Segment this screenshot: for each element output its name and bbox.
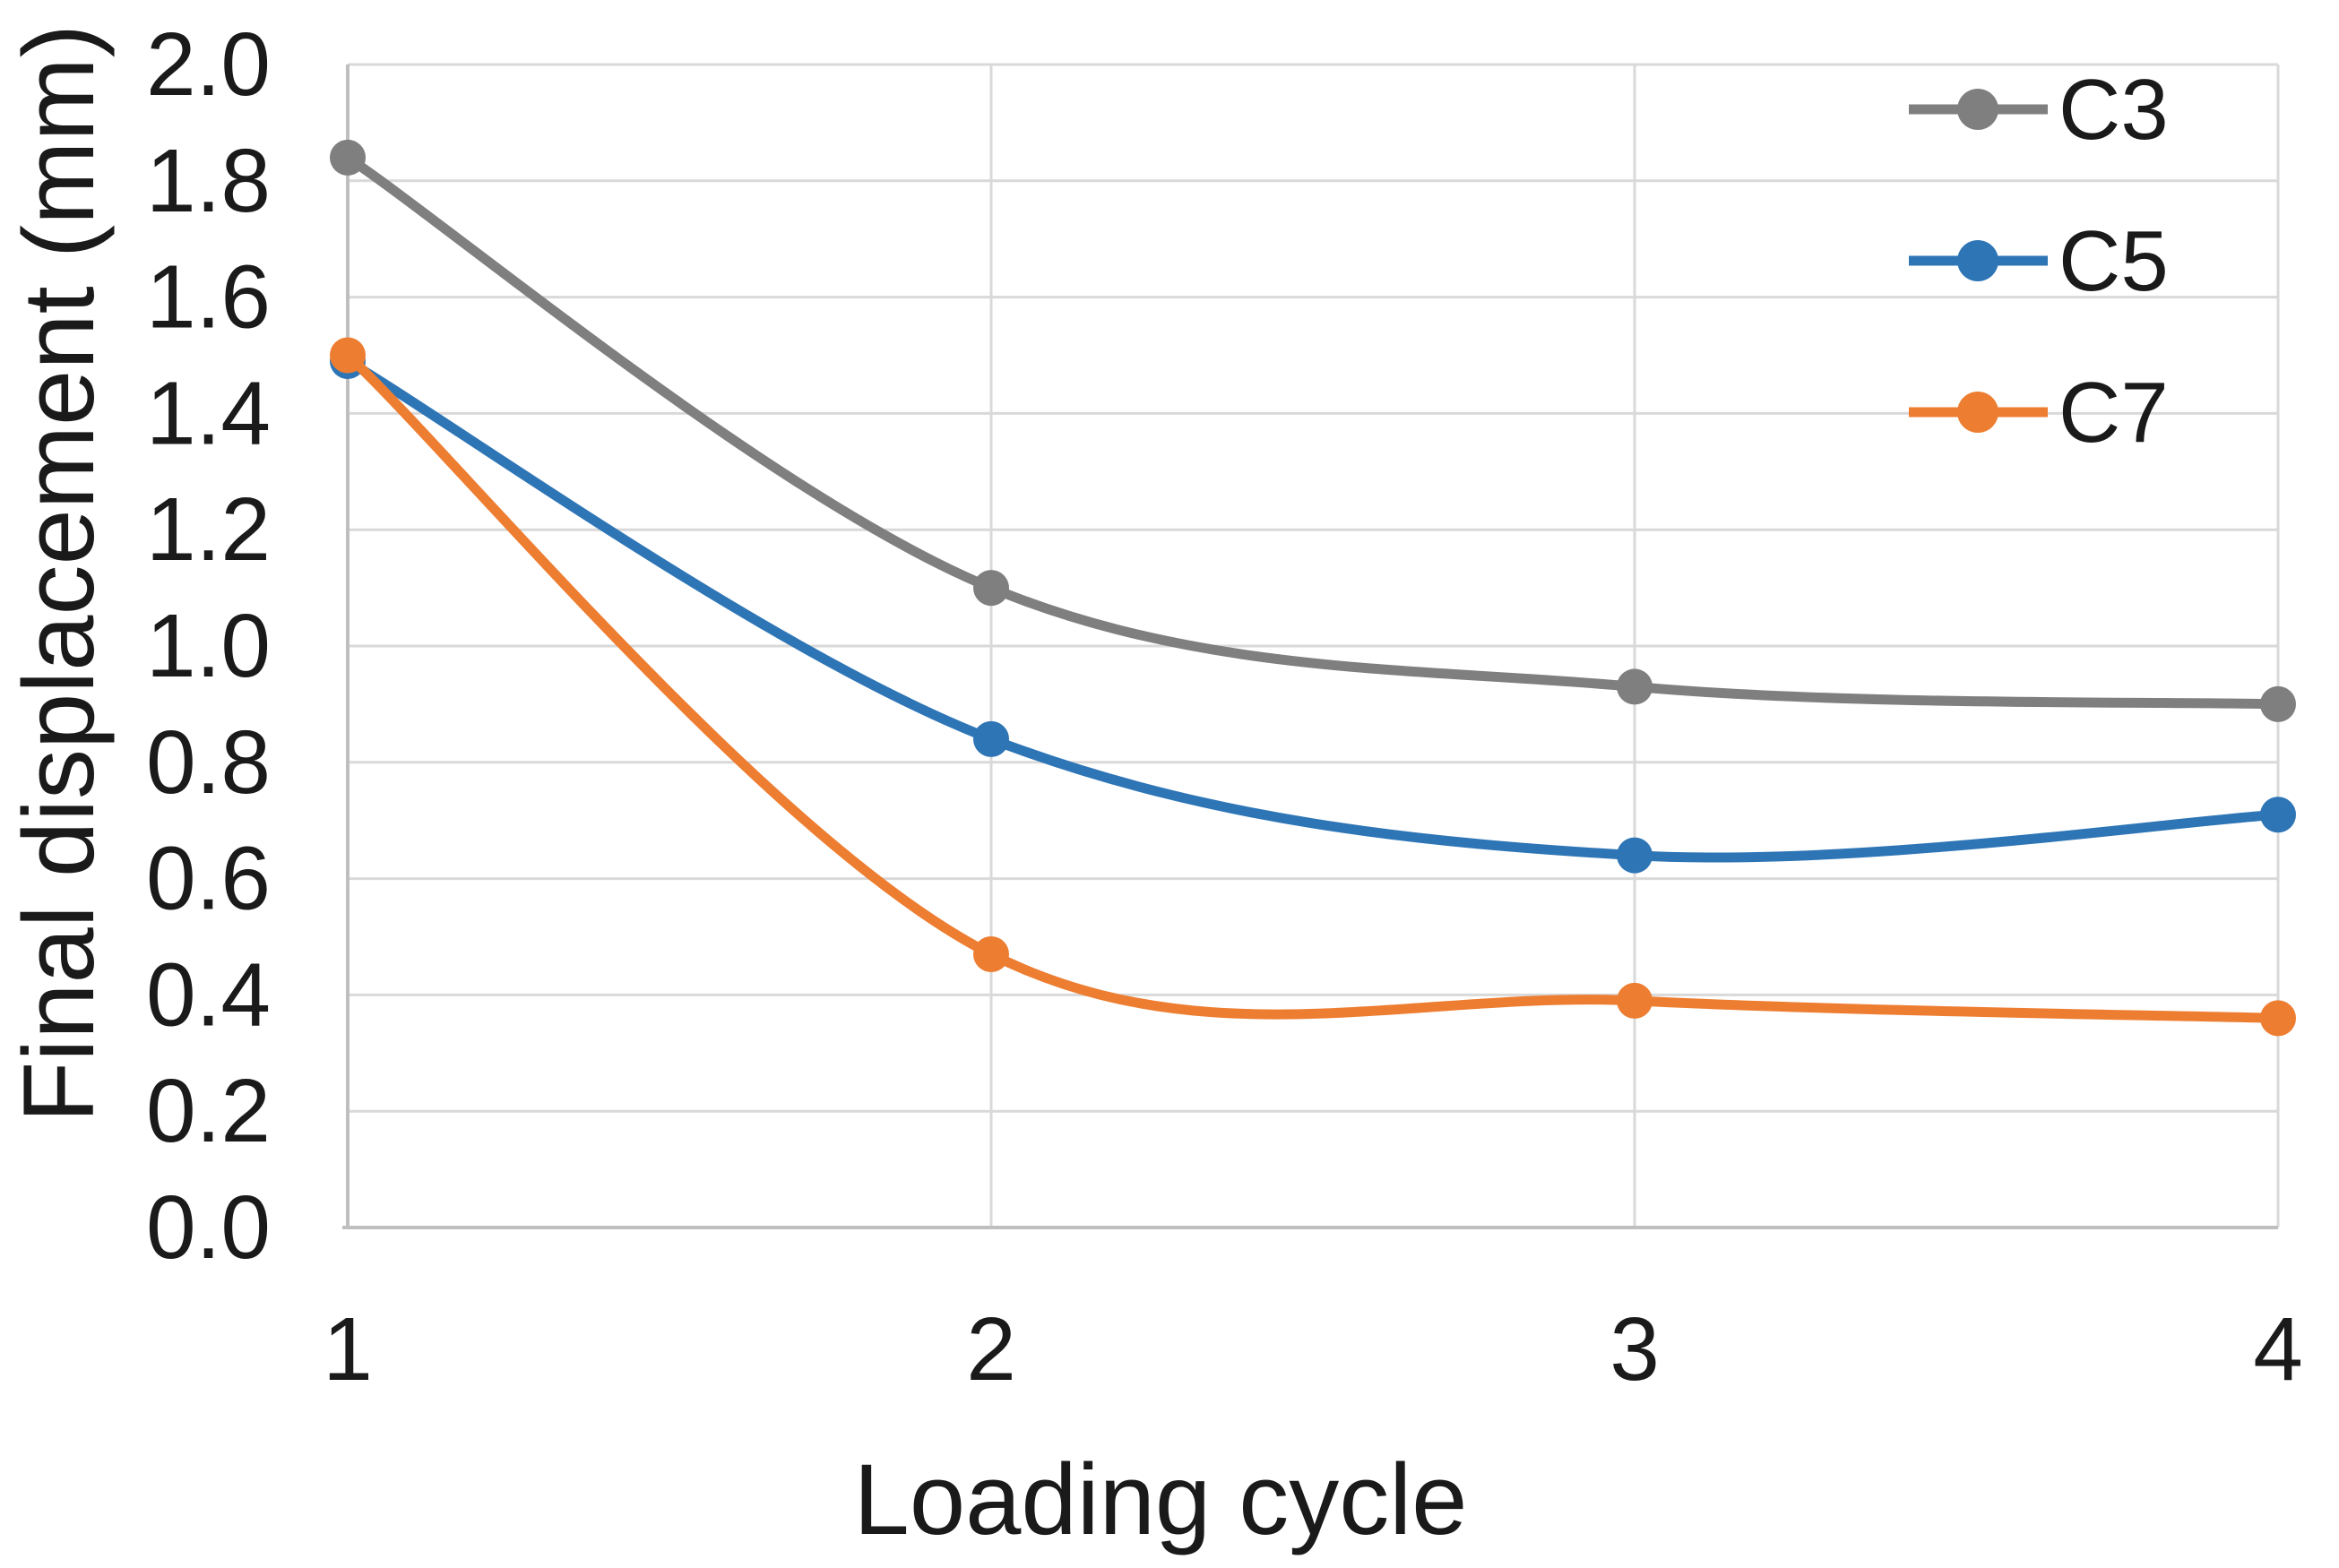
- legend-label-C5: C5: [2058, 213, 2169, 309]
- data-point-C3: [1617, 668, 1653, 705]
- y-tick-label: 0.8: [146, 712, 271, 813]
- y-tick-label: 2.0: [146, 14, 271, 115]
- data-point-C3: [2260, 685, 2296, 722]
- series-C5: [330, 342, 2296, 874]
- y-tick-label: 1.2: [146, 479, 271, 580]
- series-line-C7: [342, 350, 2283, 1023]
- data-point-C7: [1617, 982, 1653, 1019]
- data-point-C7: [330, 337, 366, 374]
- y-tick-label: 1.8: [146, 131, 271, 231]
- y-tick-label: 0.4: [146, 944, 271, 1045]
- x-tick-label: 1: [323, 1299, 373, 1400]
- legend-item-C5: C5: [1909, 213, 2169, 309]
- series-C3: [330, 139, 2296, 722]
- x-tick-label: 4: [2253, 1299, 2303, 1400]
- data-point-C5: [1617, 837, 1653, 874]
- legend-marker-C3: [1957, 89, 1998, 130]
- legend-item-C3: C3: [1909, 62, 2169, 158]
- legend-marker-C7: [1957, 392, 1998, 433]
- series-line-C5: [342, 356, 2283, 863]
- data-series: [330, 139, 2296, 1037]
- x-tick-label: 3: [1610, 1299, 1660, 1400]
- y-tick-label: 1.4: [146, 363, 271, 463]
- y-tick-label: 0.6: [146, 829, 271, 929]
- y-axis-title: Final displacement (mm): [3, 24, 115, 1123]
- y-tick-label: 1.6: [146, 247, 271, 348]
- y-tick-label: 0.0: [146, 1177, 271, 1278]
- data-point-C3: [973, 570, 1009, 607]
- x-axis-title: Loading cycle: [854, 1443, 1468, 1555]
- series-C7: [330, 337, 2296, 1037]
- legend-marker-C5: [1957, 240, 1998, 281]
- gridlines: [348, 63, 2280, 1228]
- data-point-C7: [973, 935, 1009, 972]
- y-tick-labels: 0.0 0.2 0.4 0.6 0.8 1.0 1.2 1.4 1.6 1.8 2.0: [146, 14, 271, 1278]
- data-point-C5: [973, 720, 1009, 757]
- legend: C3 C5 C7: [1909, 62, 2169, 461]
- series-line-C3: [342, 152, 2283, 710]
- legend-label-C7: C7: [2058, 365, 2169, 461]
- legend-item-C7: C7: [1909, 365, 2169, 461]
- x-tick-labels: 1 2 3 4: [323, 1299, 2303, 1400]
- data-point-C7: [2260, 1000, 2296, 1037]
- data-point-C3: [330, 139, 366, 176]
- y-tick-label: 1.0: [146, 596, 271, 696]
- axis-lines: [342, 65, 2278, 1229]
- x-tick-label: 2: [966, 1299, 1016, 1400]
- data-point-C5: [2260, 797, 2296, 833]
- y-tick-label: 0.2: [146, 1061, 271, 1161]
- legend-label-C3: C3: [2058, 62, 2169, 158]
